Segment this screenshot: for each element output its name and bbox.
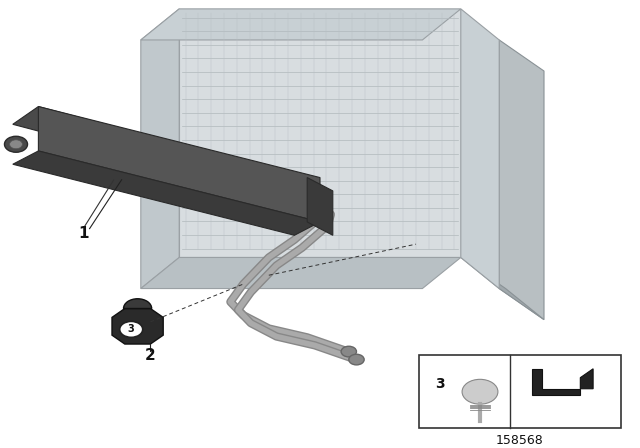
- Text: 3: 3: [435, 377, 445, 392]
- Circle shape: [120, 321, 143, 337]
- Polygon shape: [13, 151, 320, 235]
- Polygon shape: [141, 9, 461, 40]
- Wedge shape: [124, 299, 152, 309]
- Polygon shape: [13, 107, 307, 195]
- FancyBboxPatch shape: [419, 355, 621, 428]
- Polygon shape: [461, 258, 544, 319]
- Circle shape: [349, 354, 364, 365]
- Polygon shape: [141, 9, 179, 289]
- Circle shape: [10, 140, 22, 149]
- Circle shape: [341, 346, 356, 357]
- Polygon shape: [179, 9, 461, 258]
- Polygon shape: [307, 177, 333, 235]
- Polygon shape: [499, 40, 544, 319]
- Text: 3: 3: [128, 324, 134, 334]
- Polygon shape: [112, 309, 163, 344]
- Polygon shape: [38, 107, 320, 222]
- Circle shape: [4, 136, 28, 152]
- Text: 158568: 158568: [496, 434, 544, 447]
- Polygon shape: [461, 9, 499, 289]
- Circle shape: [462, 379, 498, 404]
- Text: 2: 2: [145, 348, 156, 362]
- Polygon shape: [580, 369, 593, 389]
- Polygon shape: [532, 369, 580, 396]
- Text: 1: 1: [78, 225, 88, 241]
- Polygon shape: [141, 258, 461, 289]
